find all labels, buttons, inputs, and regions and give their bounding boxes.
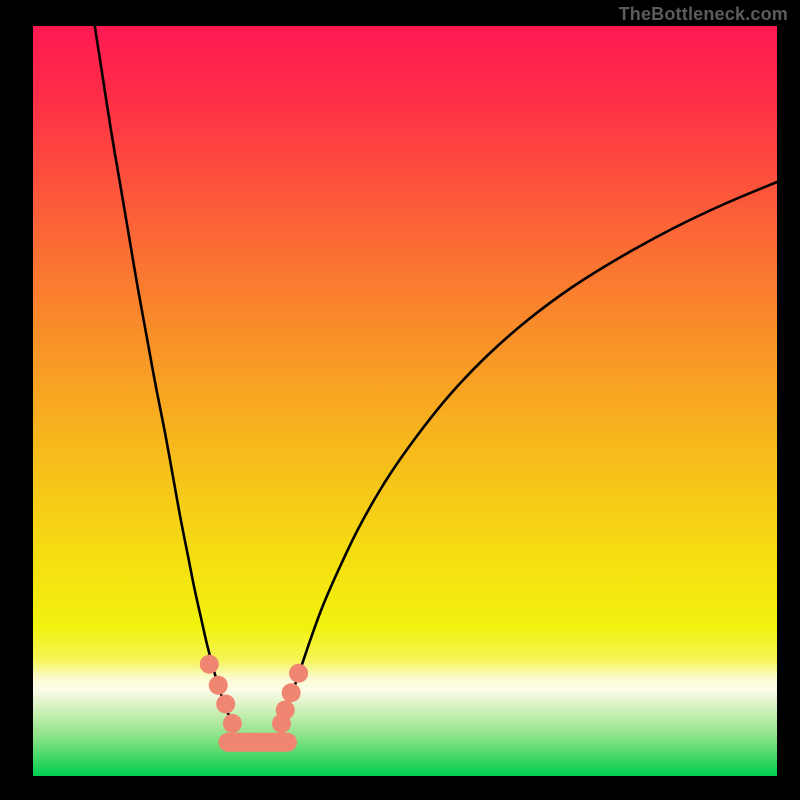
marker-dot — [282, 683, 301, 702]
marker-dot — [216, 695, 235, 714]
marker-dot — [200, 655, 219, 674]
marker-dot — [223, 714, 242, 733]
curve — [95, 26, 233, 724]
marker-dot — [289, 664, 308, 683]
marker-dot — [209, 676, 228, 695]
marker-dot — [276, 701, 295, 720]
curve — [281, 182, 777, 724]
plot-area — [33, 26, 777, 776]
chart-svg — [33, 26, 777, 776]
watermark-text: TheBottleneck.com — [619, 4, 788, 25]
